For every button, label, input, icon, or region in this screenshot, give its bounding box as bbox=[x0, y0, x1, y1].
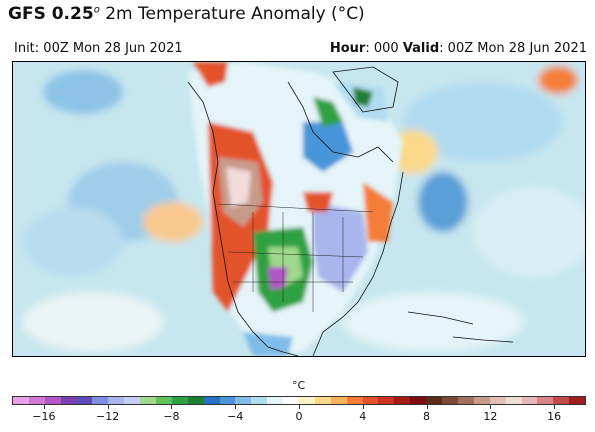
colorbar-tick bbox=[171, 405, 173, 409]
colorbar-swatch bbox=[569, 397, 586, 404]
colorbar-swatch bbox=[28, 397, 45, 404]
title-model: GFS 0.25 bbox=[8, 4, 94, 24]
valid-label: Valid bbox=[402, 41, 440, 56]
colorbar-tick-label: 16 bbox=[547, 410, 562, 423]
colorbar-swatch bbox=[537, 397, 554, 404]
political-borders bbox=[217, 203, 374, 312]
colorbar-swatch bbox=[235, 397, 252, 404]
colorbar-swatch bbox=[267, 397, 284, 404]
colorbar-tick-label: 8 bbox=[423, 410, 431, 423]
colorbar-swatch bbox=[60, 397, 77, 404]
colorbar-swatch bbox=[505, 397, 522, 404]
colorbar-swatch bbox=[171, 397, 188, 404]
colorbar-tick bbox=[362, 405, 364, 409]
colorbar bbox=[12, 396, 586, 405]
colorbar-swatch bbox=[124, 397, 141, 404]
colorbar-tick bbox=[235, 405, 237, 409]
title-degree: o bbox=[93, 4, 100, 16]
colorbar-tick-label: −16 bbox=[32, 410, 56, 423]
colorbar-swatch bbox=[442, 397, 458, 404]
colorbar-tick bbox=[107, 405, 109, 409]
colorbar-tick bbox=[43, 405, 45, 409]
colorbar-swatch bbox=[473, 397, 490, 404]
coastlines bbox=[187, 66, 514, 356]
colorbar-swatch bbox=[187, 397, 204, 404]
colorbar-swatch bbox=[44, 397, 61, 404]
colorbar-swatch bbox=[426, 397, 443, 404]
valid-time-label: Hour: 000 Valid: 00Z Mon 28 Jun 2021 bbox=[330, 41, 587, 56]
colorbar-tick bbox=[299, 405, 300, 409]
colorbar-tick-label: 4 bbox=[359, 410, 367, 423]
colorbar-tick bbox=[554, 405, 556, 409]
map-canvas bbox=[13, 62, 585, 356]
hour-label: Hour bbox=[329, 41, 366, 56]
colorbar-swatch bbox=[457, 397, 474, 404]
colorbar-swatch bbox=[156, 397, 172, 404]
colorbar-unit: °C bbox=[292, 379, 306, 392]
colorbar-tick-label: −8 bbox=[163, 410, 180, 423]
colorbar-swatch bbox=[346, 397, 363, 404]
colorbar-tick-label: 12 bbox=[483, 410, 498, 423]
colorbar-swatch bbox=[108, 397, 125, 404]
colorbar-swatch bbox=[314, 397, 331, 404]
colorbar-swatch bbox=[76, 397, 93, 404]
colorbar-tick-label: −4 bbox=[227, 410, 244, 423]
colorbar-swatch bbox=[299, 397, 315, 404]
colorbar-tick-label: −12 bbox=[96, 410, 120, 423]
colorbar-swatch bbox=[489, 397, 506, 404]
init-time-label: Init: 00Z Mon 28 Jun 2021 bbox=[14, 41, 183, 56]
colorbar-swatch bbox=[553, 397, 570, 404]
valid-value: : 00Z Mon 28 Jun 2021 bbox=[439, 41, 587, 56]
chart-title: GFS 0.25o 2m Temperature Anomaly (°C) bbox=[8, 4, 365, 24]
colorbar-swatch bbox=[330, 397, 347, 404]
colorbar-swatch bbox=[219, 397, 236, 404]
colorbar-swatch bbox=[410, 397, 427, 404]
colorbar-swatch bbox=[283, 397, 300, 404]
colorbar-swatch bbox=[378, 397, 395, 404]
colorbar-swatch bbox=[92, 397, 109, 404]
colorbar-swatch bbox=[362, 397, 379, 404]
colorbar-swatch bbox=[140, 397, 157, 404]
colorbar-swatch bbox=[13, 397, 29, 404]
colorbar-tick bbox=[426, 405, 428, 409]
colorbar-tick-label: 0 bbox=[295, 410, 303, 423]
temperature-anomaly-map bbox=[12, 61, 586, 357]
colorbar-swatch bbox=[203, 397, 220, 404]
colorbar-swatch bbox=[251, 397, 268, 404]
colorbar-swatch bbox=[394, 397, 411, 404]
colorbar-tick bbox=[490, 405, 492, 409]
colorbar-swatch bbox=[521, 397, 538, 404]
hour-value: : 000 bbox=[365, 41, 403, 56]
title-rest: 2m Temperature Anomaly (°C) bbox=[99, 4, 365, 24]
